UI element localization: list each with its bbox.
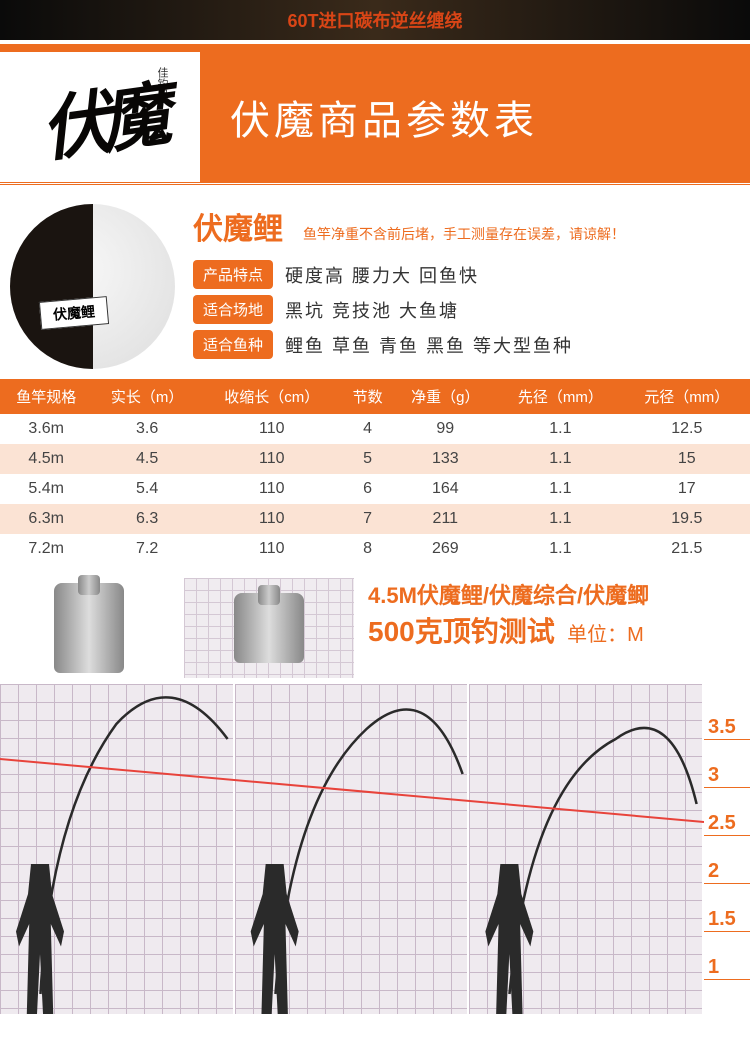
table-header: 元径（mm） (624, 379, 750, 414)
table-cell: 1.1 (497, 444, 623, 474)
table-cell: 1.1 (497, 474, 623, 504)
logo-main: 伏魔 (34, 59, 167, 176)
attr-value: 硬度高 腰力大 回鱼快 (285, 262, 479, 288)
attr-row: 适合鱼种鲤鱼 草鱼 青鱼 黑鱼 等大型鱼种 (193, 330, 740, 359)
test-title-1: 4.5M伏魔鲤/伏魔综合/伏魔鲫 (368, 578, 746, 610)
table-cell: 110 (202, 534, 342, 564)
top-banner-text: 60T进口碳布逆丝缠绕 (287, 7, 462, 33)
table-header: 收缩长（cm） (202, 379, 342, 414)
table-cell: 7.2 (92, 534, 201, 564)
table-header: 净重（g） (393, 379, 497, 414)
logo-box: 佳钓尼 伏魔 (0, 52, 200, 182)
table-cell: 99 (393, 414, 497, 444)
table-row: 6.3m6.311072111.119.5 (0, 504, 750, 534)
table-cell: 110 (202, 504, 342, 534)
product-note: 鱼竿净重不含前后堵，手工测量存在误差，请谅解！ (303, 224, 625, 244)
table-cell: 3.6m (0, 414, 92, 444)
scale-tick: 1.5 (704, 884, 750, 932)
attr-value: 黑坑 竞技池 大鱼塘 (285, 297, 459, 323)
table-row: 7.2m7.211082691.121.5 (0, 534, 750, 564)
attr-label: 产品特点 (193, 260, 273, 289)
spec-table: 鱼竿规格实长（m）收缩长（cm）节数净重（g）先径（mm）元径（mm） 3.6m… (0, 379, 750, 564)
attr-label: 适合鱼种 (193, 330, 273, 359)
table-cell: 6.3m (0, 504, 92, 534)
scale-tick: 3.5 (704, 692, 750, 740)
table-cell: 1.1 (497, 504, 623, 534)
table-cell: 6 (342, 474, 394, 504)
table-cell: 6.3 (92, 504, 201, 534)
table-cell: 1.1 (497, 414, 623, 444)
product-section: 伏魔鲤 伏魔鲤 鱼竿净重不含前后堵，手工测量存在误差，请谅解！ 产品特点硬度高 … (0, 186, 750, 379)
table-row: 5.4m5.411061641.117 (0, 474, 750, 504)
table-cell: 15 (624, 444, 750, 474)
rod-image: 伏魔鲤 (10, 204, 175, 369)
table-cell: 110 (202, 414, 342, 444)
attr-label: 适合场地 (193, 295, 273, 324)
table-cell: 8 (342, 534, 394, 564)
scale-tick: 3 (704, 740, 750, 788)
table-row: 4.5m4.511051331.115 (0, 444, 750, 474)
header-bar: 佳钓尼 伏魔 伏魔商品参数表 (0, 44, 750, 182)
table-cell: 110 (202, 444, 342, 474)
table-header: 先径（mm） (497, 379, 623, 414)
table-header: 实长（m） (92, 379, 201, 414)
table-cell: 1.1 (497, 534, 623, 564)
table-cell: 4.5m (0, 444, 92, 474)
test-section: 4.5M伏魔鲤/伏魔综合/伏魔鲫 500克顶钓测试 单位：M (0, 578, 750, 678)
table-header: 鱼竿规格 (0, 379, 92, 414)
table-cell: 17 (624, 474, 750, 504)
curve-panel (0, 684, 233, 1014)
table-cell: 4 (342, 414, 394, 444)
table-cell: 12.5 (624, 414, 750, 444)
test-unit: 单位：M (567, 624, 644, 646)
table-cell: 133 (393, 444, 497, 474)
scale-tick: 1 (704, 932, 750, 980)
table-header: 节数 (342, 379, 394, 414)
curve-section: 3.532.521.51 (0, 684, 750, 1014)
table-cell: 5 (342, 444, 394, 474)
table-cell: 7 (342, 504, 394, 534)
test-title-2: 500克顶钓测试 (368, 616, 555, 647)
table-cell: 5.4m (0, 474, 92, 504)
product-name: 伏魔鲤 (193, 204, 283, 248)
weight-image-2 (184, 578, 354, 678)
table-cell: 5.4 (92, 474, 201, 504)
table-cell: 211 (393, 504, 497, 534)
table-cell: 269 (393, 534, 497, 564)
header-title: 伏魔商品参数表 (230, 88, 538, 146)
curve-panel (235, 684, 468, 1014)
table-cell: 4.5 (92, 444, 201, 474)
table-cell: 7.2m (0, 534, 92, 564)
attr-value: 鲤鱼 草鱼 青鱼 黑鱼 等大型鱼种 (285, 332, 573, 358)
curve-panel (469, 684, 702, 1014)
attr-row: 产品特点硬度高 腰力大 回鱼快 (193, 260, 740, 289)
top-banner: 60T进口碳布逆丝缠绕 (0, 0, 750, 40)
scale-tick: 2 (704, 836, 750, 884)
height-scale: 3.532.521.51 (704, 684, 750, 1014)
table-row: 3.6m3.61104991.112.5 (0, 414, 750, 444)
table-cell: 21.5 (624, 534, 750, 564)
table-cell: 19.5 (624, 504, 750, 534)
weight-image-1 (4, 578, 174, 678)
product-info: 伏魔鲤 鱼竿净重不含前后堵，手工测量存在误差，请谅解！ 产品特点硬度高 腰力大 … (193, 204, 740, 369)
test-text: 4.5M伏魔鲤/伏魔综合/伏魔鲫 500克顶钓测试 单位：M (368, 578, 746, 678)
table-cell: 110 (202, 474, 342, 504)
rod-label: 伏魔鲤 (39, 296, 109, 330)
table-cell: 3.6 (92, 414, 201, 444)
table-cell: 164 (393, 474, 497, 504)
scale-tick: 2.5 (704, 788, 750, 836)
attr-row: 适合场地黑坑 竞技池 大鱼塘 (193, 295, 740, 324)
